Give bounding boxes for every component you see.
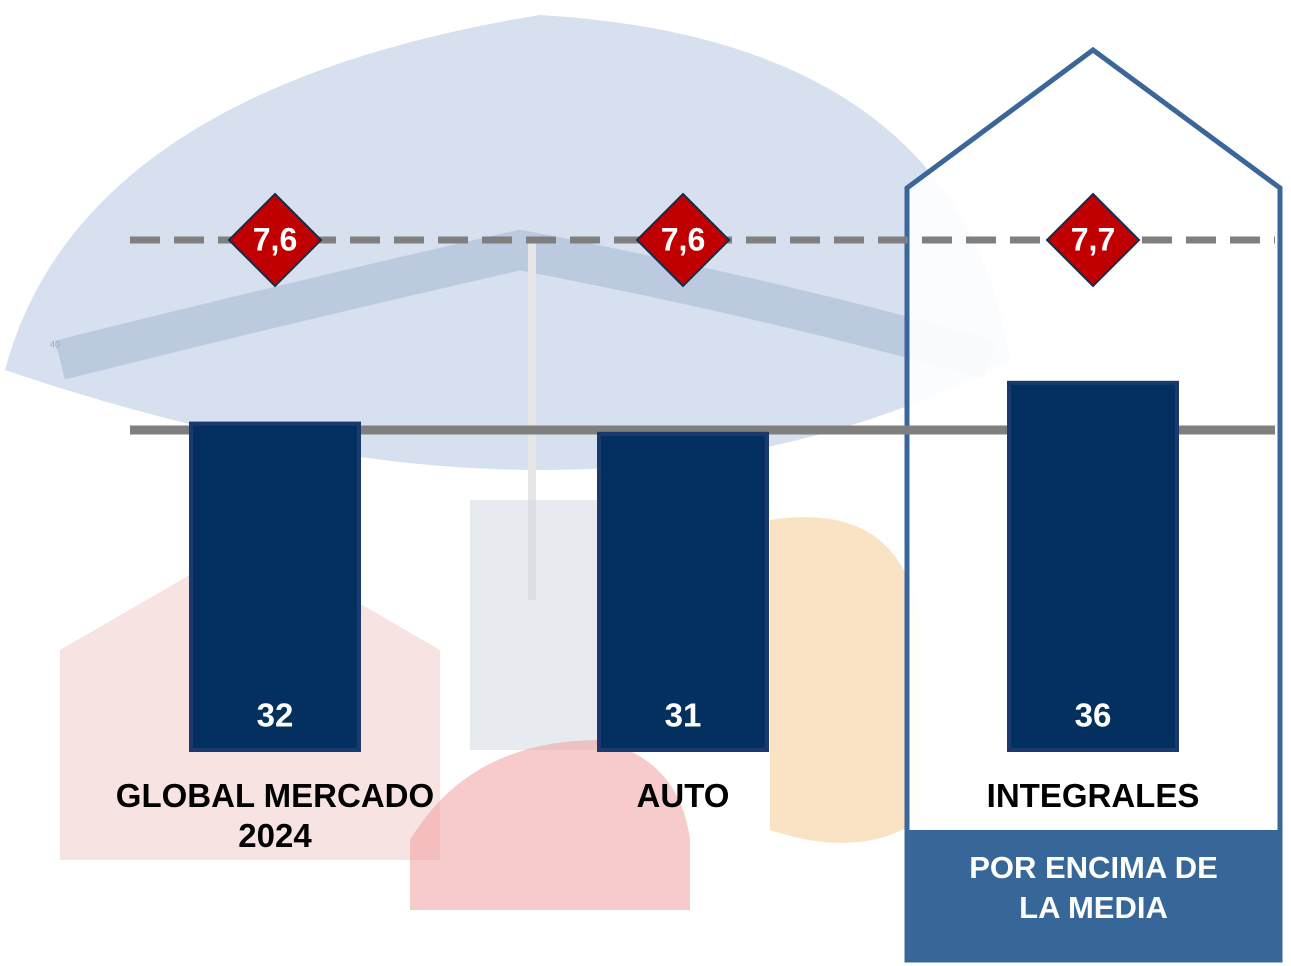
category-label: GLOBAL MERCADO 2024 xyxy=(85,776,465,856)
category-label: AUTO xyxy=(493,776,873,816)
bar-value-label: 31 xyxy=(665,697,702,734)
background-text: 40 xyxy=(50,339,60,349)
score-label: 7,6 xyxy=(253,221,297,257)
score-label: 7,6 xyxy=(661,221,705,257)
laptop-bg xyxy=(470,500,610,750)
page: 40 32 7,6 31 7,6 36 7,7 POR ENCIMA DE LA MEDI… xyxy=(0,0,1291,966)
bar-value-label: 36 xyxy=(1075,697,1112,734)
category-label: INTEGRALES xyxy=(903,776,1283,816)
bar-value-label: 32 xyxy=(257,697,294,734)
annotation: POR ENCIMA DE LA MEDIA xyxy=(907,848,1280,928)
bar xyxy=(1009,383,1177,750)
score-label: 7,7 xyxy=(1071,221,1115,257)
